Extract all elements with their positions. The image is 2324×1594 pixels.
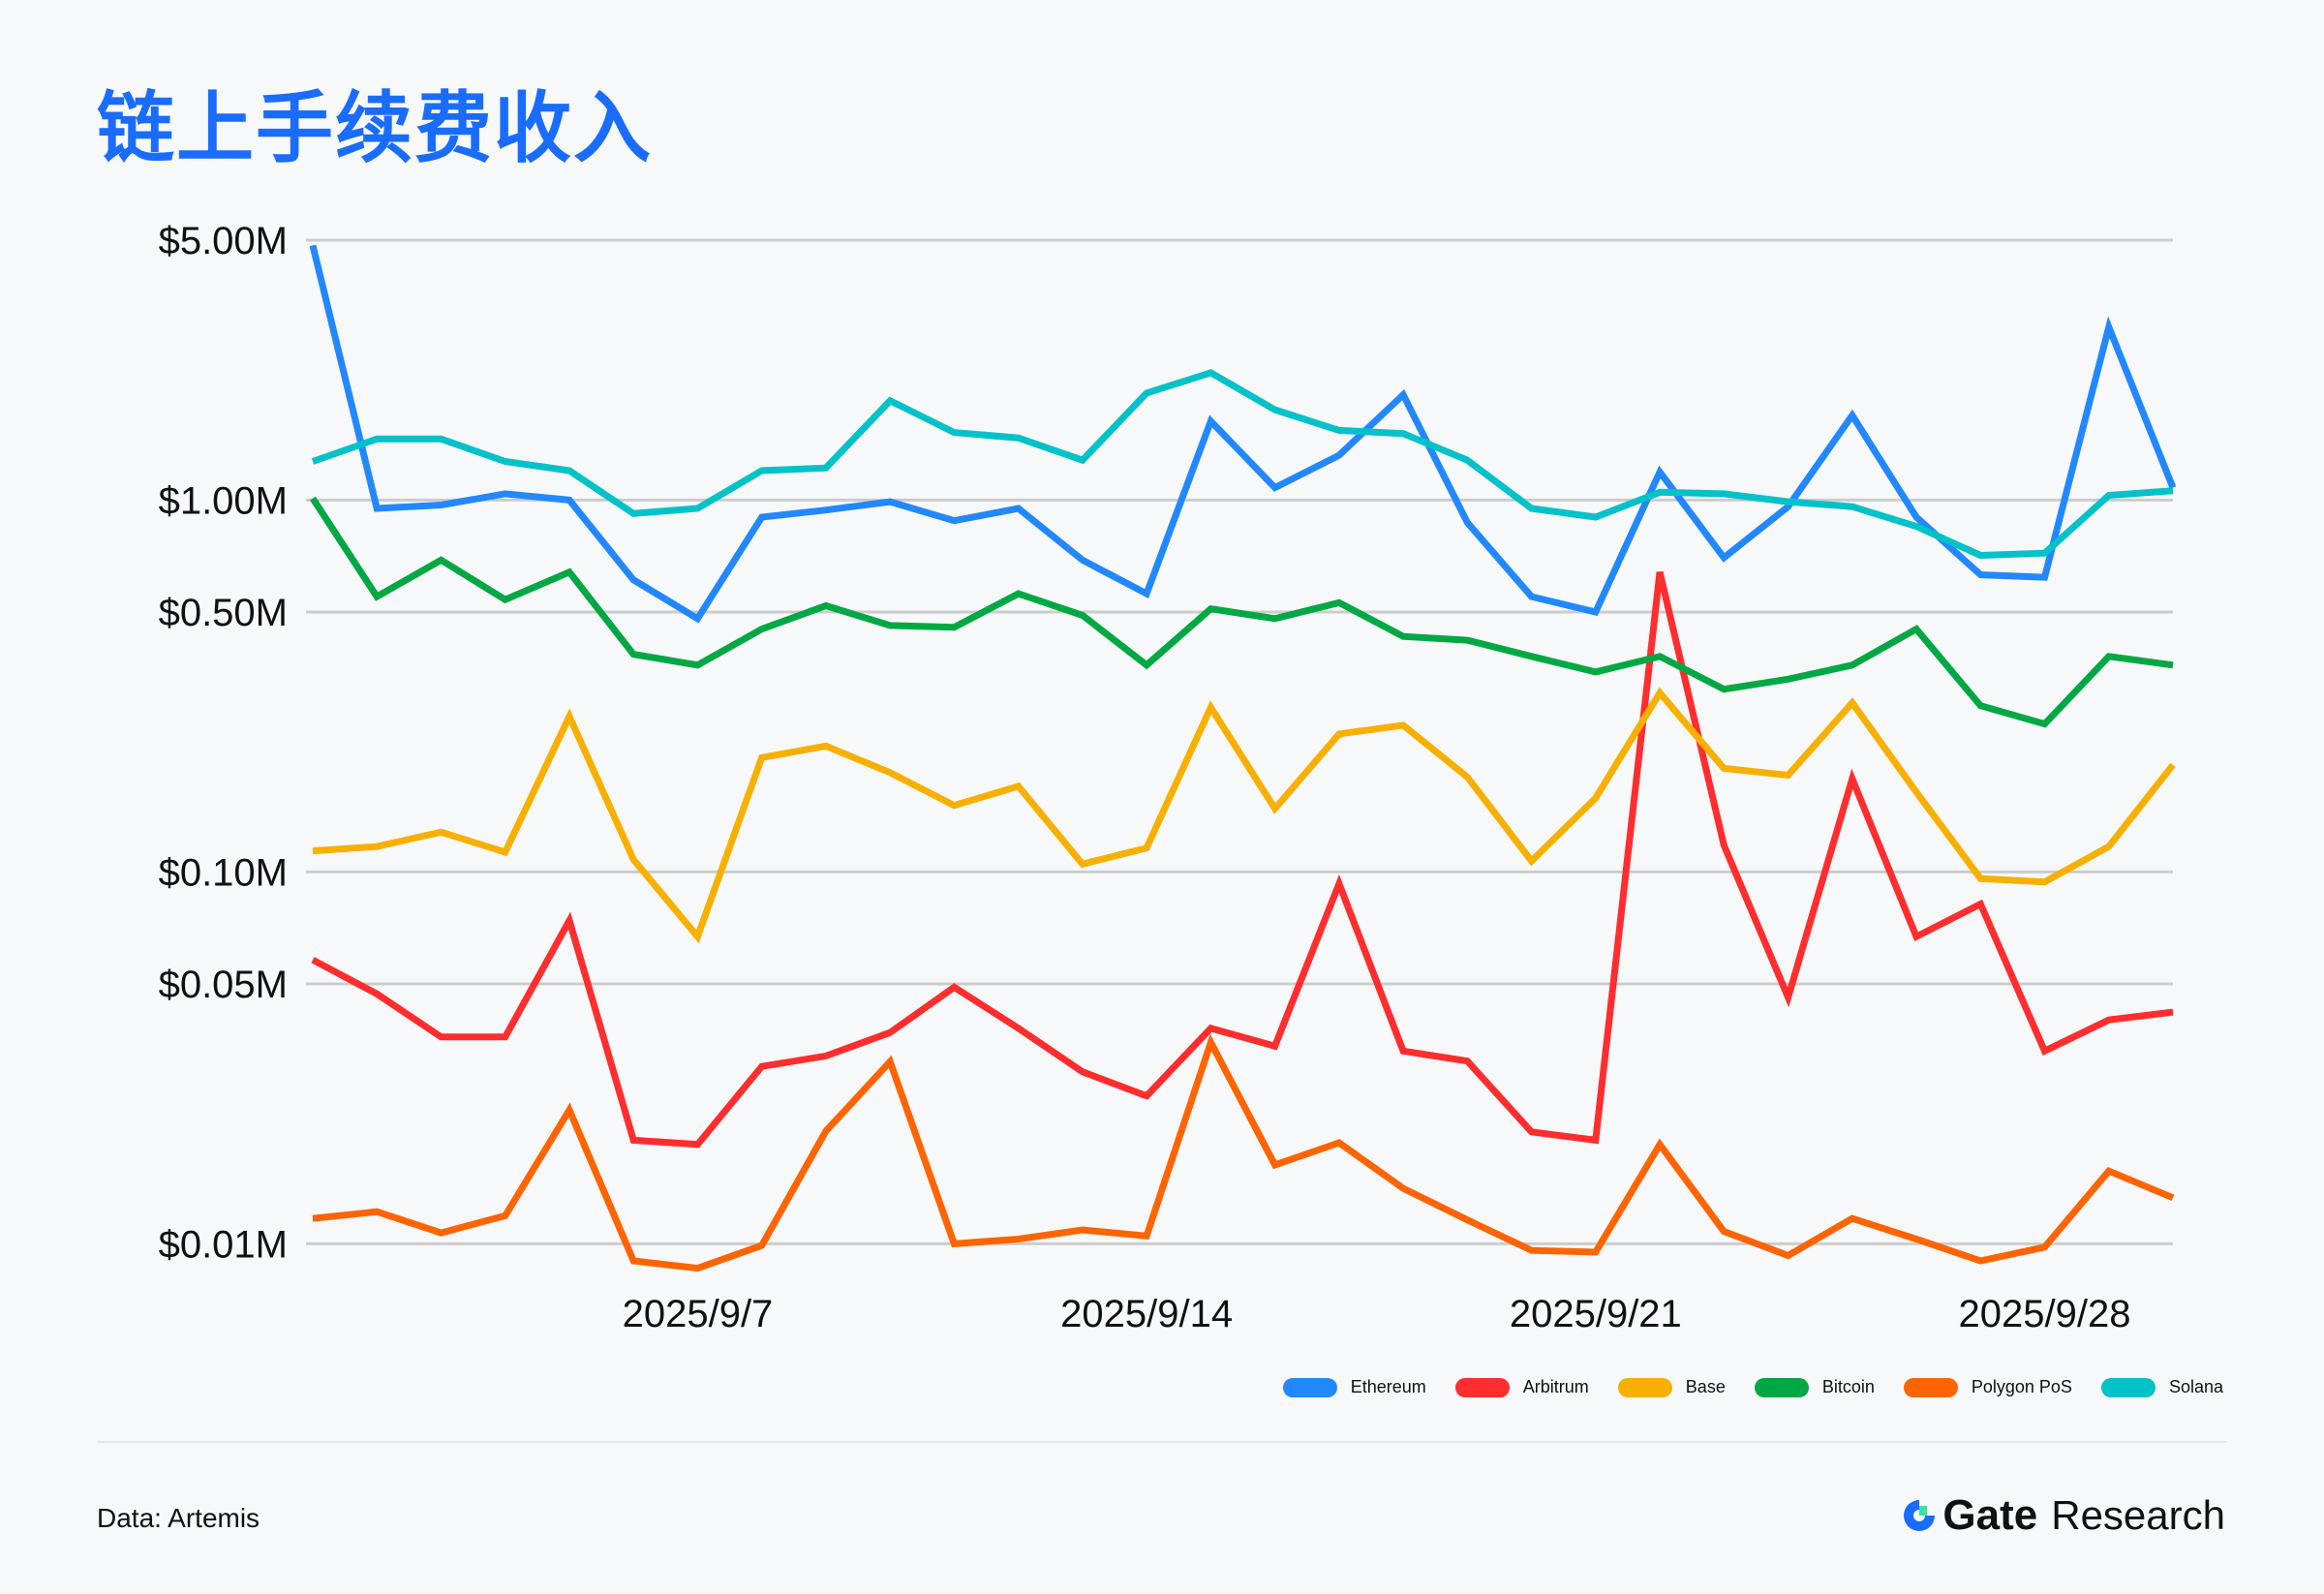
legend-swatch [1617, 1377, 1672, 1397]
series-line-arbitrum [311, 571, 2174, 1149]
legend-swatch [1282, 1377, 1337, 1397]
y-axis-labels: $5.00M $1.00M $0.50M $0.10M $0.05M $0.01M [159, 220, 288, 1266]
legend-label: Solana [2168, 1377, 2223, 1396]
y-tick-label: $0.01M [159, 1223, 288, 1266]
x-tick-label: 2025/9/21 [1510, 1293, 1682, 1335]
series-lines [309, 244, 2177, 1272]
series-line-bitcoin [310, 496, 2174, 728]
y-tick-label: $0.50M [159, 592, 288, 634]
y-tick-label: $5.00M [159, 220, 288, 262]
logo-sub: Research [2051, 1492, 2225, 1538]
x-tick-label: 2025/9/7 [623, 1293, 774, 1335]
legend-label: Arbitrum [1522, 1377, 1589, 1396]
series-line-polygon-pos [312, 1033, 2175, 1272]
x-tick-label: 2025/9/28 [1959, 1293, 2131, 1335]
x-tick-label: 2025/9/14 [1060, 1293, 1233, 1335]
legend-item: Ethereum [1282, 1377, 1426, 1397]
legend-swatch [1903, 1377, 1958, 1397]
logo-brand: Gate [1942, 1491, 2038, 1539]
page-title: 链上手续费收入 [97, 83, 653, 173]
legend-swatch [1454, 1377, 1510, 1397]
chart-legend: Ethereum Arbitrum Base Bitcoin Polygon PoS So… [1282, 1377, 2223, 1397]
gate-logo-icon [1904, 1500, 1936, 1531]
legend-item: Arbitrum [1454, 1377, 1589, 1397]
legend-label: Bitcoin [1821, 1377, 1875, 1396]
legend-swatch [1754, 1377, 1809, 1397]
legend-label: Polygon PoS [1971, 1377, 2072, 1396]
legend-label: Ethereum [1350, 1377, 1426, 1396]
series-line-ethereum [309, 244, 2177, 624]
y-tick-label: $0.10M [159, 851, 288, 894]
legend-item: Solana [2100, 1377, 2223, 1397]
legend-swatch [2100, 1377, 2156, 1397]
series-line-base [312, 687, 2176, 944]
y-tick-label: $0.05M [159, 964, 288, 1006]
y-tick-label: $1.00M [159, 479, 288, 522]
series-line-solana [311, 369, 2174, 560]
data-source: Data: Artemis [97, 1503, 260, 1533]
line-chart: $5.00M $1.00M $0.50M $0.10M $0.05M $0.01M 202… [159, 220, 2177, 1335]
legend-item: Bitcoin [1754, 1377, 1875, 1397]
legend-item: Base [1617, 1377, 1726, 1397]
gate-research-logo: Gate Research [1902, 1491, 2225, 1540]
footer-divider [97, 1441, 2227, 1443]
legend-label: Base [1685, 1377, 1726, 1396]
x-axis-labels: 2025/9/7 2025/9/14 2025/9/21 2025/9/28 [623, 1293, 2131, 1335]
legend-item: Polygon PoS [1903, 1377, 2072, 1397]
